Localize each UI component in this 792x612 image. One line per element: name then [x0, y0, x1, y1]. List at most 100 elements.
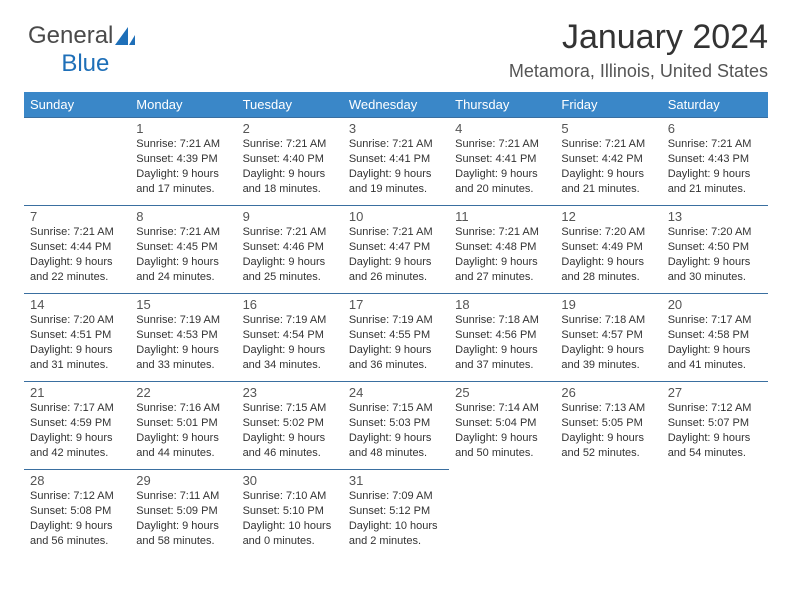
calendar-cell: 5Sunrise: 7:21 AMSunset: 4:42 PMDaylight…: [555, 118, 661, 206]
day-details: Sunrise: 7:21 AMSunset: 4:41 PMDaylight:…: [349, 137, 443, 196]
calendar-cell: 4Sunrise: 7:21 AMSunset: 4:41 PMDaylight…: [449, 118, 555, 206]
calendar-cell: 20Sunrise: 7:17 AMSunset: 4:58 PMDayligh…: [662, 294, 768, 382]
day-details: Sunrise: 7:15 AMSunset: 5:02 PMDaylight:…: [243, 401, 337, 460]
calendar-cell: 29Sunrise: 7:11 AMSunset: 5:09 PMDayligh…: [130, 470, 236, 558]
calendar-cell: 2Sunrise: 7:21 AMSunset: 4:40 PMDaylight…: [237, 118, 343, 206]
day-header: Sunday: [24, 92, 130, 118]
day-number: 8: [136, 209, 230, 224]
day-details: Sunrise: 7:21 AMSunset: 4:40 PMDaylight:…: [243, 137, 337, 196]
day-number: 26: [561, 385, 655, 400]
calendar-cell: 10Sunrise: 7:21 AMSunset: 4:47 PMDayligh…: [343, 206, 449, 294]
day-details: Sunrise: 7:11 AMSunset: 5:09 PMDaylight:…: [136, 489, 230, 548]
day-details: Sunrise: 7:15 AMSunset: 5:03 PMDaylight:…: [349, 401, 443, 460]
day-details: Sunrise: 7:21 AMSunset: 4:43 PMDaylight:…: [668, 137, 762, 196]
calendar-cell: 13Sunrise: 7:20 AMSunset: 4:50 PMDayligh…: [662, 206, 768, 294]
day-number: 1: [136, 121, 230, 136]
day-number: 19: [561, 297, 655, 312]
calendar-cell: 27Sunrise: 7:12 AMSunset: 5:07 PMDayligh…: [662, 382, 768, 470]
logo-text-2: Blue: [61, 50, 109, 77]
calendar-row: 7Sunrise: 7:21 AMSunset: 4:44 PMDaylight…: [24, 206, 768, 294]
day-number: 30: [243, 473, 337, 488]
day-number: 3: [349, 121, 443, 136]
calendar-cell: 6Sunrise: 7:21 AMSunset: 4:43 PMDaylight…: [662, 118, 768, 206]
day-number: 27: [668, 385, 762, 400]
calendar-cell: 30Sunrise: 7:10 AMSunset: 5:10 PMDayligh…: [237, 470, 343, 558]
calendar-row: 21Sunrise: 7:17 AMSunset: 4:59 PMDayligh…: [24, 382, 768, 470]
day-number: 28: [30, 473, 124, 488]
day-header: Saturday: [662, 92, 768, 118]
day-number: 9: [243, 209, 337, 224]
day-details: Sunrise: 7:21 AMSunset: 4:45 PMDaylight:…: [136, 225, 230, 284]
day-details: Sunrise: 7:10 AMSunset: 5:10 PMDaylight:…: [243, 489, 337, 548]
day-number: 21: [30, 385, 124, 400]
day-number: 20: [668, 297, 762, 312]
day-details: Sunrise: 7:17 AMSunset: 4:58 PMDaylight:…: [668, 313, 762, 372]
day-number: 14: [30, 297, 124, 312]
calendar-cell: 16Sunrise: 7:19 AMSunset: 4:54 PMDayligh…: [237, 294, 343, 382]
day-number: 31: [349, 473, 443, 488]
day-number: 7: [30, 209, 124, 224]
day-details: Sunrise: 7:19 AMSunset: 4:54 PMDaylight:…: [243, 313, 337, 372]
day-number: 10: [349, 209, 443, 224]
day-number: 17: [349, 297, 443, 312]
day-details: Sunrise: 7:20 AMSunset: 4:51 PMDaylight:…: [30, 313, 124, 372]
calendar-cell: 23Sunrise: 7:15 AMSunset: 5:02 PMDayligh…: [237, 382, 343, 470]
day-header: Monday: [130, 92, 236, 118]
calendar-cell: 1Sunrise: 7:21 AMSunset: 4:39 PMDaylight…: [130, 118, 236, 206]
calendar-cell: 15Sunrise: 7:19 AMSunset: 4:53 PMDayligh…: [130, 294, 236, 382]
day-number: 16: [243, 297, 337, 312]
calendar-cell: 22Sunrise: 7:16 AMSunset: 5:01 PMDayligh…: [130, 382, 236, 470]
calendar-row: 1Sunrise: 7:21 AMSunset: 4:39 PMDaylight…: [24, 118, 768, 206]
day-header: Wednesday: [343, 92, 449, 118]
day-number: 15: [136, 297, 230, 312]
calendar-cell: 21Sunrise: 7:17 AMSunset: 4:59 PMDayligh…: [24, 382, 130, 470]
calendar-cell: 11Sunrise: 7:21 AMSunset: 4:48 PMDayligh…: [449, 206, 555, 294]
day-details: Sunrise: 7:21 AMSunset: 4:39 PMDaylight:…: [136, 137, 230, 196]
day-number: 22: [136, 385, 230, 400]
day-details: Sunrise: 7:18 AMSunset: 4:57 PMDaylight:…: [561, 313, 655, 372]
calendar-cell: [555, 470, 661, 558]
day-details: Sunrise: 7:21 AMSunset: 4:41 PMDaylight:…: [455, 137, 549, 196]
day-details: Sunrise: 7:14 AMSunset: 5:04 PMDaylight:…: [455, 401, 549, 460]
day-details: Sunrise: 7:17 AMSunset: 4:59 PMDaylight:…: [30, 401, 124, 460]
day-details: Sunrise: 7:21 AMSunset: 4:48 PMDaylight:…: [455, 225, 549, 284]
day-details: Sunrise: 7:09 AMSunset: 5:12 PMDaylight:…: [349, 489, 443, 548]
calendar-cell: [662, 470, 768, 558]
day-details: Sunrise: 7:21 AMSunset: 4:46 PMDaylight:…: [243, 225, 337, 284]
calendar-cell: 9Sunrise: 7:21 AMSunset: 4:46 PMDaylight…: [237, 206, 343, 294]
calendar-cell: 18Sunrise: 7:18 AMSunset: 4:56 PMDayligh…: [449, 294, 555, 382]
logo-sail-icon: [115, 27, 135, 45]
day-number: 5: [561, 121, 655, 136]
day-number: 13: [668, 209, 762, 224]
logo-text-1: General: [28, 22, 113, 49]
day-details: Sunrise: 7:16 AMSunset: 5:01 PMDaylight:…: [136, 401, 230, 460]
calendar-cell: 31Sunrise: 7:09 AMSunset: 5:12 PMDayligh…: [343, 470, 449, 558]
calendar-cell: 26Sunrise: 7:13 AMSunset: 5:05 PMDayligh…: [555, 382, 661, 470]
day-details: Sunrise: 7:19 AMSunset: 4:53 PMDaylight:…: [136, 313, 230, 372]
calendar-header: SundayMondayTuesdayWednesdayThursdayFrid…: [24, 92, 768, 118]
day-number: 4: [455, 121, 549, 136]
calendar-cell: [24, 118, 130, 206]
day-number: 24: [349, 385, 443, 400]
day-header: Tuesday: [237, 92, 343, 118]
calendar-cell: 24Sunrise: 7:15 AMSunset: 5:03 PMDayligh…: [343, 382, 449, 470]
calendar-cell: 12Sunrise: 7:20 AMSunset: 4:49 PMDayligh…: [555, 206, 661, 294]
day-details: Sunrise: 7:19 AMSunset: 4:55 PMDaylight:…: [349, 313, 443, 372]
day-number: 25: [455, 385, 549, 400]
calendar-row: 14Sunrise: 7:20 AMSunset: 4:51 PMDayligh…: [24, 294, 768, 382]
day-number: 23: [243, 385, 337, 400]
calendar-cell: 14Sunrise: 7:20 AMSunset: 4:51 PMDayligh…: [24, 294, 130, 382]
day-header: Friday: [555, 92, 661, 118]
calendar-cell: 3Sunrise: 7:21 AMSunset: 4:41 PMDaylight…: [343, 118, 449, 206]
day-header: Thursday: [449, 92, 555, 118]
day-number: 11: [455, 209, 549, 224]
calendar-table: SundayMondayTuesdayWednesdayThursdayFrid…: [24, 92, 768, 558]
logo: General Blue: [28, 22, 135, 78]
day-details: Sunrise: 7:13 AMSunset: 5:05 PMDaylight:…: [561, 401, 655, 460]
calendar-cell: 8Sunrise: 7:21 AMSunset: 4:45 PMDaylight…: [130, 206, 236, 294]
day-details: Sunrise: 7:21 AMSunset: 4:42 PMDaylight:…: [561, 137, 655, 196]
calendar-cell: 25Sunrise: 7:14 AMSunset: 5:04 PMDayligh…: [449, 382, 555, 470]
day-number: 6: [668, 121, 762, 136]
day-number: 29: [136, 473, 230, 488]
title-block: January 2024 Metamora, Illinois, United …: [24, 18, 768, 82]
